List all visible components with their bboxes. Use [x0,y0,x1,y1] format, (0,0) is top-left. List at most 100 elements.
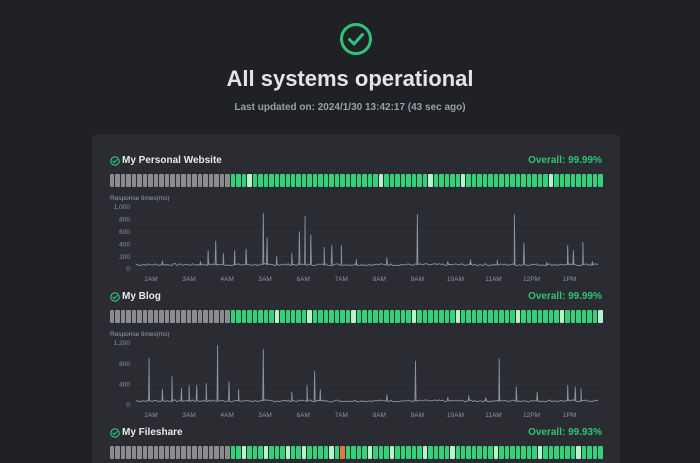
heartbeat-up[interactable] [312,310,318,323]
heartbeat-up[interactable] [263,310,269,323]
heartbeat-empty[interactable] [225,310,230,323]
heartbeat-up[interactable] [576,174,581,187]
heartbeat-empty[interactable] [203,446,208,459]
heartbeat-up[interactable] [471,446,477,459]
heartbeat-up[interactable] [450,446,455,459]
heartbeat-up[interactable] [378,446,384,459]
heartbeat-up[interactable] [285,174,290,187]
heartbeat-empty[interactable] [126,174,131,187]
heartbeat-up[interactable] [439,446,444,459]
heartbeat-empty[interactable] [225,174,230,187]
heartbeat-up[interactable] [417,174,422,187]
heartbeat-up[interactable] [384,446,389,459]
heartbeat-up[interactable] [477,446,482,459]
heartbeat-empty[interactable] [164,310,170,323]
heartbeat-up[interactable] [537,446,543,459]
heartbeat-up[interactable] [285,446,290,459]
heartbeat-up[interactable] [351,310,356,323]
heartbeat-up[interactable] [515,174,521,187]
heartbeat-up[interactable] [329,174,334,187]
heartbeat-up[interactable] [510,174,515,187]
heartbeat-up[interactable] [356,446,362,459]
heartbeat-up[interactable] [471,310,477,323]
heartbeat-up[interactable] [526,310,532,323]
heartbeat-up[interactable] [296,310,301,323]
heartbeat-up[interactable] [280,174,285,187]
heartbeat-up[interactable] [499,174,504,187]
heartbeat-up[interactable] [537,174,543,187]
heartbeat-up[interactable] [329,310,334,323]
heartbeat-up[interactable] [532,310,537,323]
heartbeat-up[interactable] [290,174,296,187]
heartbeat-empty[interactable] [153,310,159,323]
heartbeat-up[interactable] [312,174,318,187]
heartbeat-empty[interactable] [164,174,170,187]
heartbeat-up[interactable] [526,446,532,459]
heartbeat-empty[interactable] [175,310,181,323]
heartbeat-up[interactable] [532,174,537,187]
heartbeat-up[interactable] [384,310,389,323]
heartbeat-empty[interactable] [181,310,186,323]
heartbeat-up[interactable] [581,310,587,323]
heartbeat-up[interactable] [450,310,455,323]
heartbeat-empty[interactable] [126,310,131,323]
heartbeat-empty[interactable] [159,310,164,323]
heartbeat-up[interactable] [296,446,301,459]
heartbeat-up[interactable] [252,174,258,187]
heartbeat-up[interactable] [301,310,307,323]
heartbeat-up[interactable] [258,174,263,187]
heartbeat-up[interactable] [439,174,444,187]
heartbeat-up[interactable] [417,446,422,459]
heartbeat-up[interactable] [592,174,598,187]
heartbeat-up[interactable] [247,446,252,459]
heartbeat-empty[interactable] [214,174,219,187]
heartbeat-up[interactable] [345,174,351,187]
heartbeat-up[interactable] [307,310,312,323]
heartbeat-up[interactable] [422,310,428,323]
heartbeat-up[interactable] [269,174,274,187]
heartbeat-up[interactable] [543,174,548,187]
heartbeat-up[interactable] [428,446,433,459]
heartbeat-up[interactable] [318,310,323,323]
heartbeat-up[interactable] [510,446,515,459]
heartbeat-empty[interactable] [170,310,175,323]
heartbeat-up[interactable] [274,310,280,323]
heartbeat-up[interactable] [521,310,526,323]
heartbeat-up[interactable] [422,446,428,459]
heartbeat-up[interactable] [433,310,439,323]
heartbeat-up[interactable] [280,446,285,459]
heartbeat-up[interactable] [461,310,466,323]
heartbeat-up[interactable] [301,174,307,187]
heartbeat-up[interactable] [504,174,510,187]
heartbeat-up[interactable] [356,174,362,187]
heartbeat-empty[interactable] [208,310,214,323]
heartbeat-empty[interactable] [186,310,192,323]
heartbeat-up[interactable] [406,446,411,459]
heartbeat-empty[interactable] [208,174,214,187]
heartbeat-up[interactable] [499,310,504,323]
heartbeat-up[interactable] [241,446,247,459]
heartbeat-empty[interactable] [115,310,120,323]
heartbeat-empty[interactable] [115,446,120,459]
heartbeat-up[interactable] [406,310,411,323]
heartbeat-up[interactable] [543,310,548,323]
heartbeat-up[interactable] [373,174,378,187]
heartbeat-up[interactable] [395,310,400,323]
heartbeat-empty[interactable] [131,310,137,323]
heartbeat-up[interactable] [428,310,433,323]
heartbeat-empty[interactable] [203,310,208,323]
heartbeat-up[interactable] [554,310,559,323]
heartbeat-up[interactable] [406,174,411,187]
heartbeat-up[interactable] [367,446,373,459]
heartbeat-up[interactable] [576,446,581,459]
heartbeat-up[interactable] [323,310,329,323]
heartbeat-up[interactable] [548,310,554,323]
heartbeat-up[interactable] [570,174,576,187]
heartbeat-up[interactable] [581,446,587,459]
heartbeat-up[interactable] [598,174,603,187]
heartbeat-up[interactable] [554,174,559,187]
heartbeat-empty[interactable] [181,174,186,187]
heartbeat-up[interactable] [362,310,367,323]
heartbeat-up[interactable] [400,310,406,323]
heartbeat-up[interactable] [581,174,587,187]
